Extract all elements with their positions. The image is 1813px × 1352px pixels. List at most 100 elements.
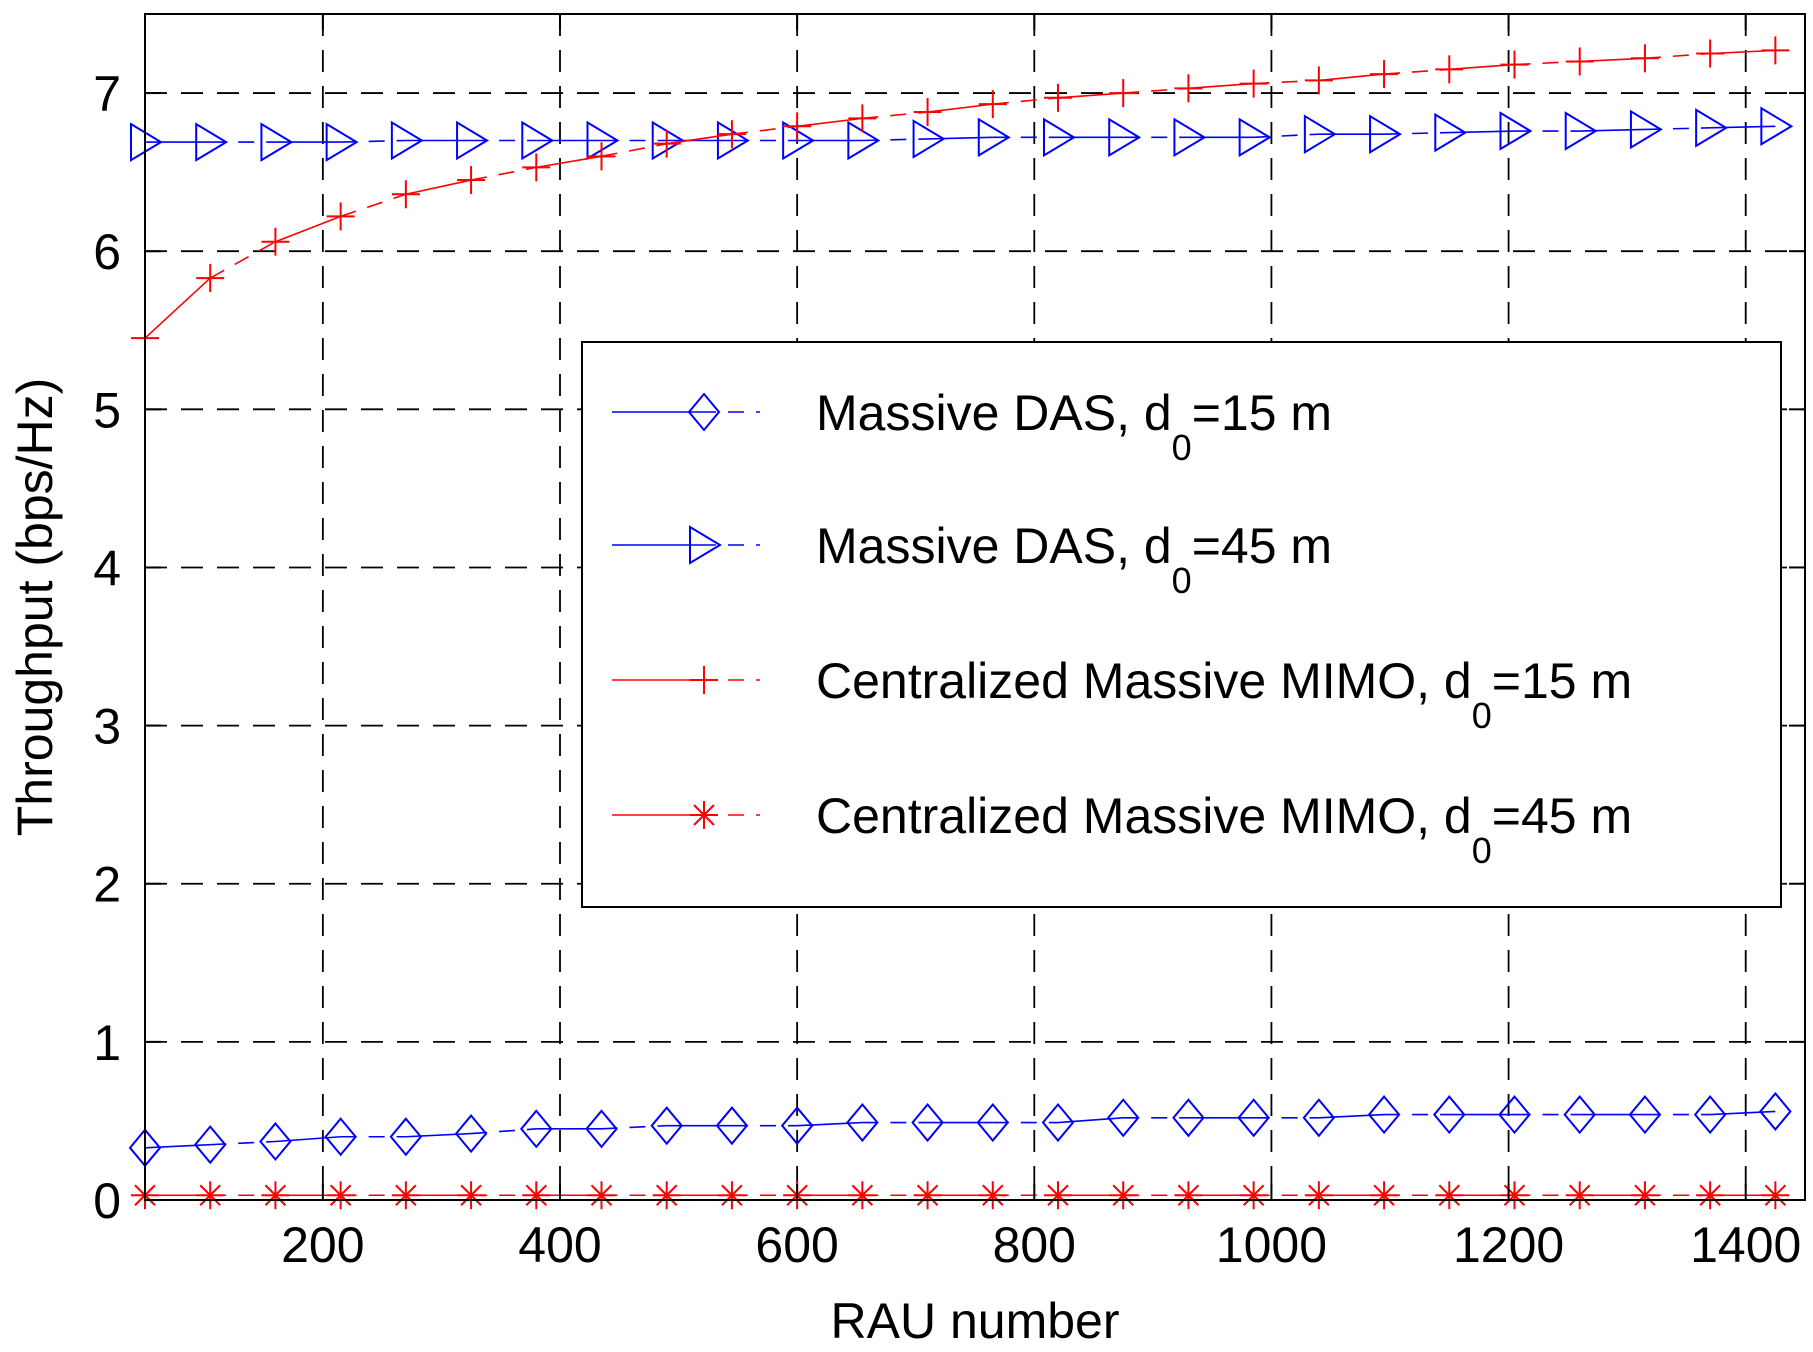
series-segment xyxy=(275,1135,341,1143)
series-segment xyxy=(1384,131,1450,135)
data-point xyxy=(457,1181,486,1210)
data-point xyxy=(391,180,420,209)
data-point xyxy=(1173,117,1207,158)
legend-label: Centralized Massive MIMO, d0=15 m xyxy=(816,653,1632,736)
x-tick-label: 1200 xyxy=(1453,1217,1564,1273)
y-tick-label: 0 xyxy=(93,1173,121,1229)
data-point xyxy=(913,98,942,127)
legend-label: Centralized Massive MIMO, d0=45 m xyxy=(816,788,1632,871)
series-segment xyxy=(536,155,602,169)
legend-marker xyxy=(687,392,721,432)
data-point xyxy=(1174,74,1203,103)
legend-marker xyxy=(690,801,718,829)
y-tick-label: 6 xyxy=(93,224,121,280)
data-point xyxy=(848,1181,877,1210)
series-segment xyxy=(862,111,928,120)
data-point xyxy=(390,120,424,161)
data-point xyxy=(780,1106,814,1146)
series-segment xyxy=(210,1140,276,1146)
data-point xyxy=(1174,1181,1203,1210)
series-2 xyxy=(130,106,1794,162)
data-point xyxy=(391,1181,420,1210)
x-tick-label: 1400 xyxy=(1690,1217,1801,1273)
data-point xyxy=(911,1102,944,1143)
series-segment xyxy=(927,136,993,140)
plot-frame xyxy=(144,13,1806,1201)
legend-marker xyxy=(690,666,718,694)
data-point xyxy=(912,119,946,159)
data-point xyxy=(1693,1095,1727,1135)
y-axis-label: Throughput (bps/Hz) xyxy=(7,378,63,837)
data-point xyxy=(587,1181,616,1210)
data-point xyxy=(1370,1181,1399,1210)
series-segment xyxy=(927,103,993,113)
series-segment xyxy=(1253,133,1319,139)
data-point xyxy=(976,1102,1010,1143)
data-point xyxy=(1304,66,1333,95)
series-segment xyxy=(862,138,928,142)
series-segment xyxy=(1449,130,1515,134)
data-point xyxy=(652,1181,681,1210)
data-point xyxy=(1696,39,1725,68)
data-point xyxy=(1565,1181,1594,1210)
data-point xyxy=(1432,1095,1466,1135)
series-segment xyxy=(1644,127,1711,131)
axis-ticks: 200 400 600 800 1000 1200 1400 0 1 2 3 4 5 6 7 xyxy=(93,14,1805,1273)
legend-label-subscript: 0 xyxy=(1472,830,1492,871)
x-tick-label: 1000 xyxy=(1216,1217,1327,1273)
data-point xyxy=(1239,69,1268,98)
data-point xyxy=(913,1181,942,1210)
data-point xyxy=(325,122,359,162)
series-segment xyxy=(405,1132,472,1138)
y-tick-label: 7 xyxy=(93,66,121,122)
series-1 xyxy=(128,1091,1792,1168)
legend-entry-2: Massive DAS, d0=45 m xyxy=(612,518,1332,601)
data-point xyxy=(587,142,616,171)
data-point xyxy=(585,1109,618,1149)
series-segment xyxy=(1710,1110,1776,1116)
legend-label-subscript: 0 xyxy=(1172,560,1192,601)
data-point xyxy=(456,120,490,161)
data-point xyxy=(457,166,486,195)
data-point xyxy=(1500,50,1529,79)
y-tick-label: 5 xyxy=(93,382,121,438)
data-point xyxy=(1761,36,1790,65)
data-point xyxy=(783,112,812,141)
data-point xyxy=(1498,1095,1531,1135)
legend-label-tail: =45 m xyxy=(1192,518,1332,574)
legend-label-main: Massive DAS, d xyxy=(816,518,1172,574)
data-point xyxy=(1043,117,1076,158)
data-point xyxy=(324,1117,357,1157)
data-point xyxy=(1629,109,1663,150)
data-point xyxy=(196,264,225,293)
data-point xyxy=(1759,1091,1792,1132)
data-point xyxy=(1563,1095,1597,1135)
y-tick-label: 3 xyxy=(93,699,121,755)
series-4 xyxy=(131,1181,1790,1210)
x-tick-label: 200 xyxy=(281,1217,364,1273)
x-axis-label: RAU number xyxy=(831,1293,1120,1349)
y-tick-label: 1 xyxy=(93,1015,121,1071)
data-point xyxy=(1630,1181,1659,1210)
data-point xyxy=(261,1181,290,1210)
legend-entry-4: Centralized Massive MIMO, d0=45 m xyxy=(612,788,1632,871)
data-point xyxy=(650,1106,684,1146)
data-point xyxy=(1044,1181,1072,1210)
legend-label-subscript: 0 xyxy=(1472,695,1492,736)
series-segment xyxy=(1579,128,1645,132)
data-point xyxy=(1044,83,1072,112)
series-segment xyxy=(471,1128,537,1135)
data-point xyxy=(978,1181,1007,1210)
series-segment xyxy=(797,117,863,128)
series-segment xyxy=(1057,1116,1124,1124)
series-segment xyxy=(601,142,667,158)
data-point xyxy=(196,1181,225,1210)
data-point xyxy=(1499,111,1533,151)
data-point xyxy=(1172,1098,1205,1138)
series-segment xyxy=(209,241,276,279)
legend-label: Massive DAS, d0=45 m xyxy=(816,518,1332,601)
series-segment xyxy=(144,277,211,339)
data-point xyxy=(1106,1098,1140,1138)
x-tick-label: 800 xyxy=(993,1217,1076,1273)
